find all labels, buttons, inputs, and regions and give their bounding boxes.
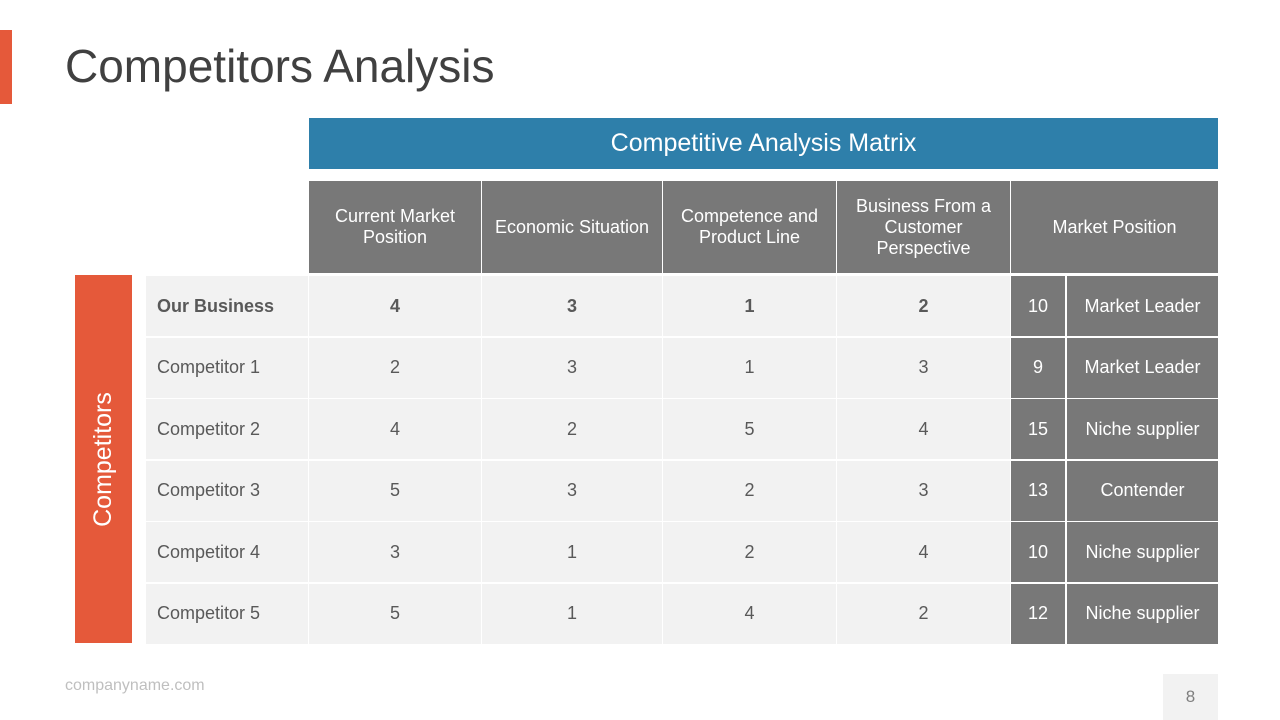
- total-score-cell: 13: [1011, 460, 1065, 521]
- total-score-cell: 10: [1011, 276, 1065, 336]
- column-header: Current Market Position: [309, 181, 481, 273]
- row-label: Competitor 1: [146, 337, 308, 398]
- row-label: Competitor 2: [146, 399, 308, 459]
- score-cell: 3: [482, 276, 662, 336]
- market-position-cell: Market Leader: [1067, 337, 1218, 398]
- total-score-cell: 12: [1011, 583, 1065, 644]
- score-cell: 1: [663, 276, 836, 336]
- score-cell: 2: [482, 399, 662, 459]
- score-cell: 2: [837, 583, 1010, 644]
- score-cell: 2: [663, 522, 836, 582]
- score-cell: 4: [309, 399, 481, 459]
- score-cell: 4: [837, 522, 1010, 582]
- score-cell: 3: [837, 460, 1010, 521]
- total-score-cell: 10: [1011, 522, 1065, 582]
- matrix-title: Competitive Analysis Matrix: [309, 118, 1218, 169]
- score-cell: 2: [309, 337, 481, 398]
- market-position-cell: Niche supplier: [1067, 399, 1218, 459]
- score-cell: 4: [837, 399, 1010, 459]
- score-cell: 3: [482, 337, 662, 398]
- title-accent-bar: [0, 30, 12, 104]
- score-cell: 1: [663, 337, 836, 398]
- market-position-cell: Niche supplier: [1067, 583, 1218, 644]
- page-title: Competitors Analysis: [65, 40, 495, 92]
- score-cell: 2: [837, 276, 1010, 336]
- market-position-cell: Niche supplier: [1067, 522, 1218, 582]
- market-position-cell: Market Leader: [1067, 276, 1218, 336]
- score-cell: 5: [309, 583, 481, 644]
- score-cell: 5: [309, 460, 481, 521]
- competitors-side-label: Competitors: [75, 275, 132, 643]
- score-cell: 1: [482, 583, 662, 644]
- page-number: 8: [1163, 674, 1218, 720]
- total-score-cell: 15: [1011, 399, 1065, 459]
- score-cell: 4: [309, 276, 481, 336]
- column-header: Market Position: [1011, 181, 1218, 273]
- score-cell: 3: [309, 522, 481, 582]
- score-cell: 3: [837, 337, 1010, 398]
- score-cell: 1: [482, 522, 662, 582]
- footer-company-url: companyname.com: [65, 677, 205, 694]
- column-header: Economic Situation: [482, 181, 662, 273]
- column-header: Business From a Customer Perspective: [837, 181, 1010, 273]
- side-label-text: Competitors: [89, 391, 118, 527]
- column-header: Competence and Product Line: [663, 181, 836, 273]
- row-label: Competitor 4: [146, 522, 308, 582]
- score-cell: 3: [482, 460, 662, 521]
- row-label: Competitor 5: [146, 583, 308, 644]
- total-score-cell: 9: [1011, 337, 1065, 398]
- score-cell: 5: [663, 399, 836, 459]
- market-position-cell: Contender: [1067, 460, 1218, 521]
- row-label: Our Business: [146, 276, 308, 336]
- score-cell: 4: [663, 583, 836, 644]
- score-cell: 2: [663, 460, 836, 521]
- row-label: Competitor 3: [146, 460, 308, 521]
